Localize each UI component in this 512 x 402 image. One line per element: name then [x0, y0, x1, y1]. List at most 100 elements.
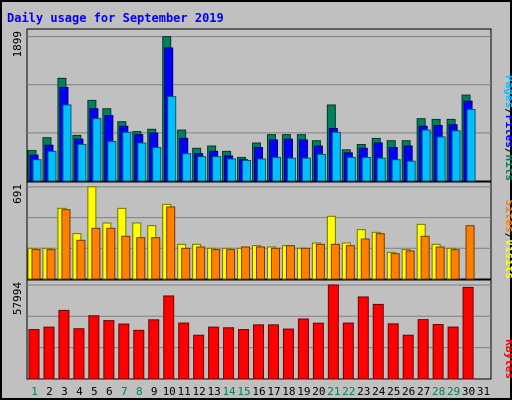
kbytes-bar — [28, 329, 40, 380]
kbytes-bar — [447, 326, 459, 380]
pages-bar — [391, 159, 401, 182]
sites-bar — [300, 247, 310, 280]
sites-bar — [450, 249, 460, 280]
pages-bar — [361, 156, 371, 182]
sites-bar — [121, 235, 131, 280]
kbytes-bar — [133, 329, 145, 380]
pages-bar — [212, 156, 222, 182]
kbytes-bar — [417, 319, 429, 380]
x-tick-label: 31 — [477, 385, 490, 398]
x-tick-label: 6 — [106, 385, 113, 398]
x-tick-label: 28 — [432, 385, 445, 398]
x-tick-label: 21 — [327, 385, 340, 398]
kbytes-bar — [73, 328, 85, 380]
sites-bar — [270, 247, 280, 280]
kbytes-bar — [387, 323, 399, 380]
pages-bar — [107, 140, 117, 182]
pages-bar — [77, 144, 87, 182]
y-max-label: 57994 — [11, 282, 24, 315]
kbytes-bar — [193, 334, 205, 380]
kbytes-bar — [253, 324, 265, 380]
kbytes-bar — [163, 295, 175, 380]
pages-bar — [331, 131, 341, 182]
kbytes-bar — [238, 329, 250, 380]
legend-visits: Visits — [503, 239, 512, 279]
sites-bar — [166, 206, 176, 280]
x-tick-label: 20 — [312, 385, 325, 398]
pages-bar — [436, 136, 446, 182]
x-tick-label: 17 — [267, 385, 280, 398]
pages-bar — [466, 109, 476, 182]
sites-bar — [61, 209, 71, 280]
kbytes-bar — [312, 322, 324, 380]
kbytes-bar — [118, 323, 130, 380]
x-tick-label: 14 — [222, 385, 236, 398]
x-tick-label: 15 — [237, 385, 250, 398]
sites-bar — [345, 245, 355, 280]
sites-bar — [390, 253, 400, 280]
kbytes-bar — [462, 286, 474, 380]
pages-bar — [376, 157, 386, 182]
sites-bar — [151, 237, 161, 280]
x-tick-label: 1 — [31, 385, 38, 398]
kbytes-bar — [103, 320, 115, 380]
sites-bar — [76, 239, 86, 280]
x-tick-label: 5 — [91, 385, 98, 398]
pages-bar — [62, 104, 72, 182]
kbytes-bar — [357, 296, 369, 380]
kbytes-bar — [327, 284, 339, 380]
pages-bar — [167, 96, 177, 182]
legend: Sites/Visits — [503, 200, 512, 280]
sites-bar — [46, 249, 56, 280]
x-tick-label: 23 — [357, 385, 370, 398]
x-tick-label: 22 — [342, 385, 355, 398]
x-tick-label: 12 — [193, 385, 206, 398]
sites-bar — [256, 246, 266, 280]
pages-bar — [227, 158, 237, 182]
x-tick-label: 30 — [462, 385, 475, 398]
x-tick-label: 10 — [163, 385, 176, 398]
kbytes-bar — [43, 326, 55, 380]
chart-panels: 1899Pages/Files/Hits691Sites/Visits57994… — [11, 28, 512, 380]
pages-bar — [152, 147, 162, 182]
sites-bar — [330, 243, 340, 280]
sites-bar — [211, 249, 221, 280]
sites-bar — [181, 247, 191, 280]
pages-bar — [346, 156, 356, 182]
pages-bar — [122, 131, 132, 182]
kbytes-bar — [148, 319, 160, 380]
x-tick-label: 9 — [151, 385, 158, 398]
panel-1: 691 Sites/Visits — [11, 181, 512, 280]
x-tick-label: 27 — [417, 385, 430, 398]
legend-hits: Hits — [503, 155, 512, 182]
x-tick-label: 26 — [402, 385, 415, 398]
y-max-label: 691 — [11, 184, 24, 204]
x-tick-label: 7 — [121, 385, 128, 398]
kbytes-bar — [178, 322, 190, 380]
kbytes-bar — [223, 327, 235, 380]
sites-bar — [241, 246, 251, 280]
kbytes-bar — [402, 334, 414, 380]
kbytes-bar — [208, 326, 220, 380]
x-tick-label: 18 — [282, 385, 295, 398]
pages-bar — [182, 153, 192, 182]
sites-bar — [196, 246, 206, 280]
kbytes-bar — [372, 303, 384, 380]
panel-2: 57994 KBytes — [11, 279, 512, 380]
x-tick-label: 29 — [447, 385, 460, 398]
x-tick-label: 3 — [61, 385, 68, 398]
x-tick-label: 25 — [387, 385, 400, 398]
sites-bar — [360, 238, 370, 280]
panel-0: 1899 Pages/Files/Hits — [11, 28, 512, 182]
pages-bar — [451, 130, 461, 182]
pages-bar — [47, 150, 57, 182]
sites-bar — [315, 243, 325, 280]
sites-bar — [435, 246, 445, 280]
chart-title: Daily usage for September 2019 — [7, 11, 224, 25]
pages-bar — [257, 158, 267, 182]
kbytes-bar — [282, 328, 294, 380]
kbytes-bar — [342, 322, 354, 380]
pages-bar — [271, 156, 281, 182]
